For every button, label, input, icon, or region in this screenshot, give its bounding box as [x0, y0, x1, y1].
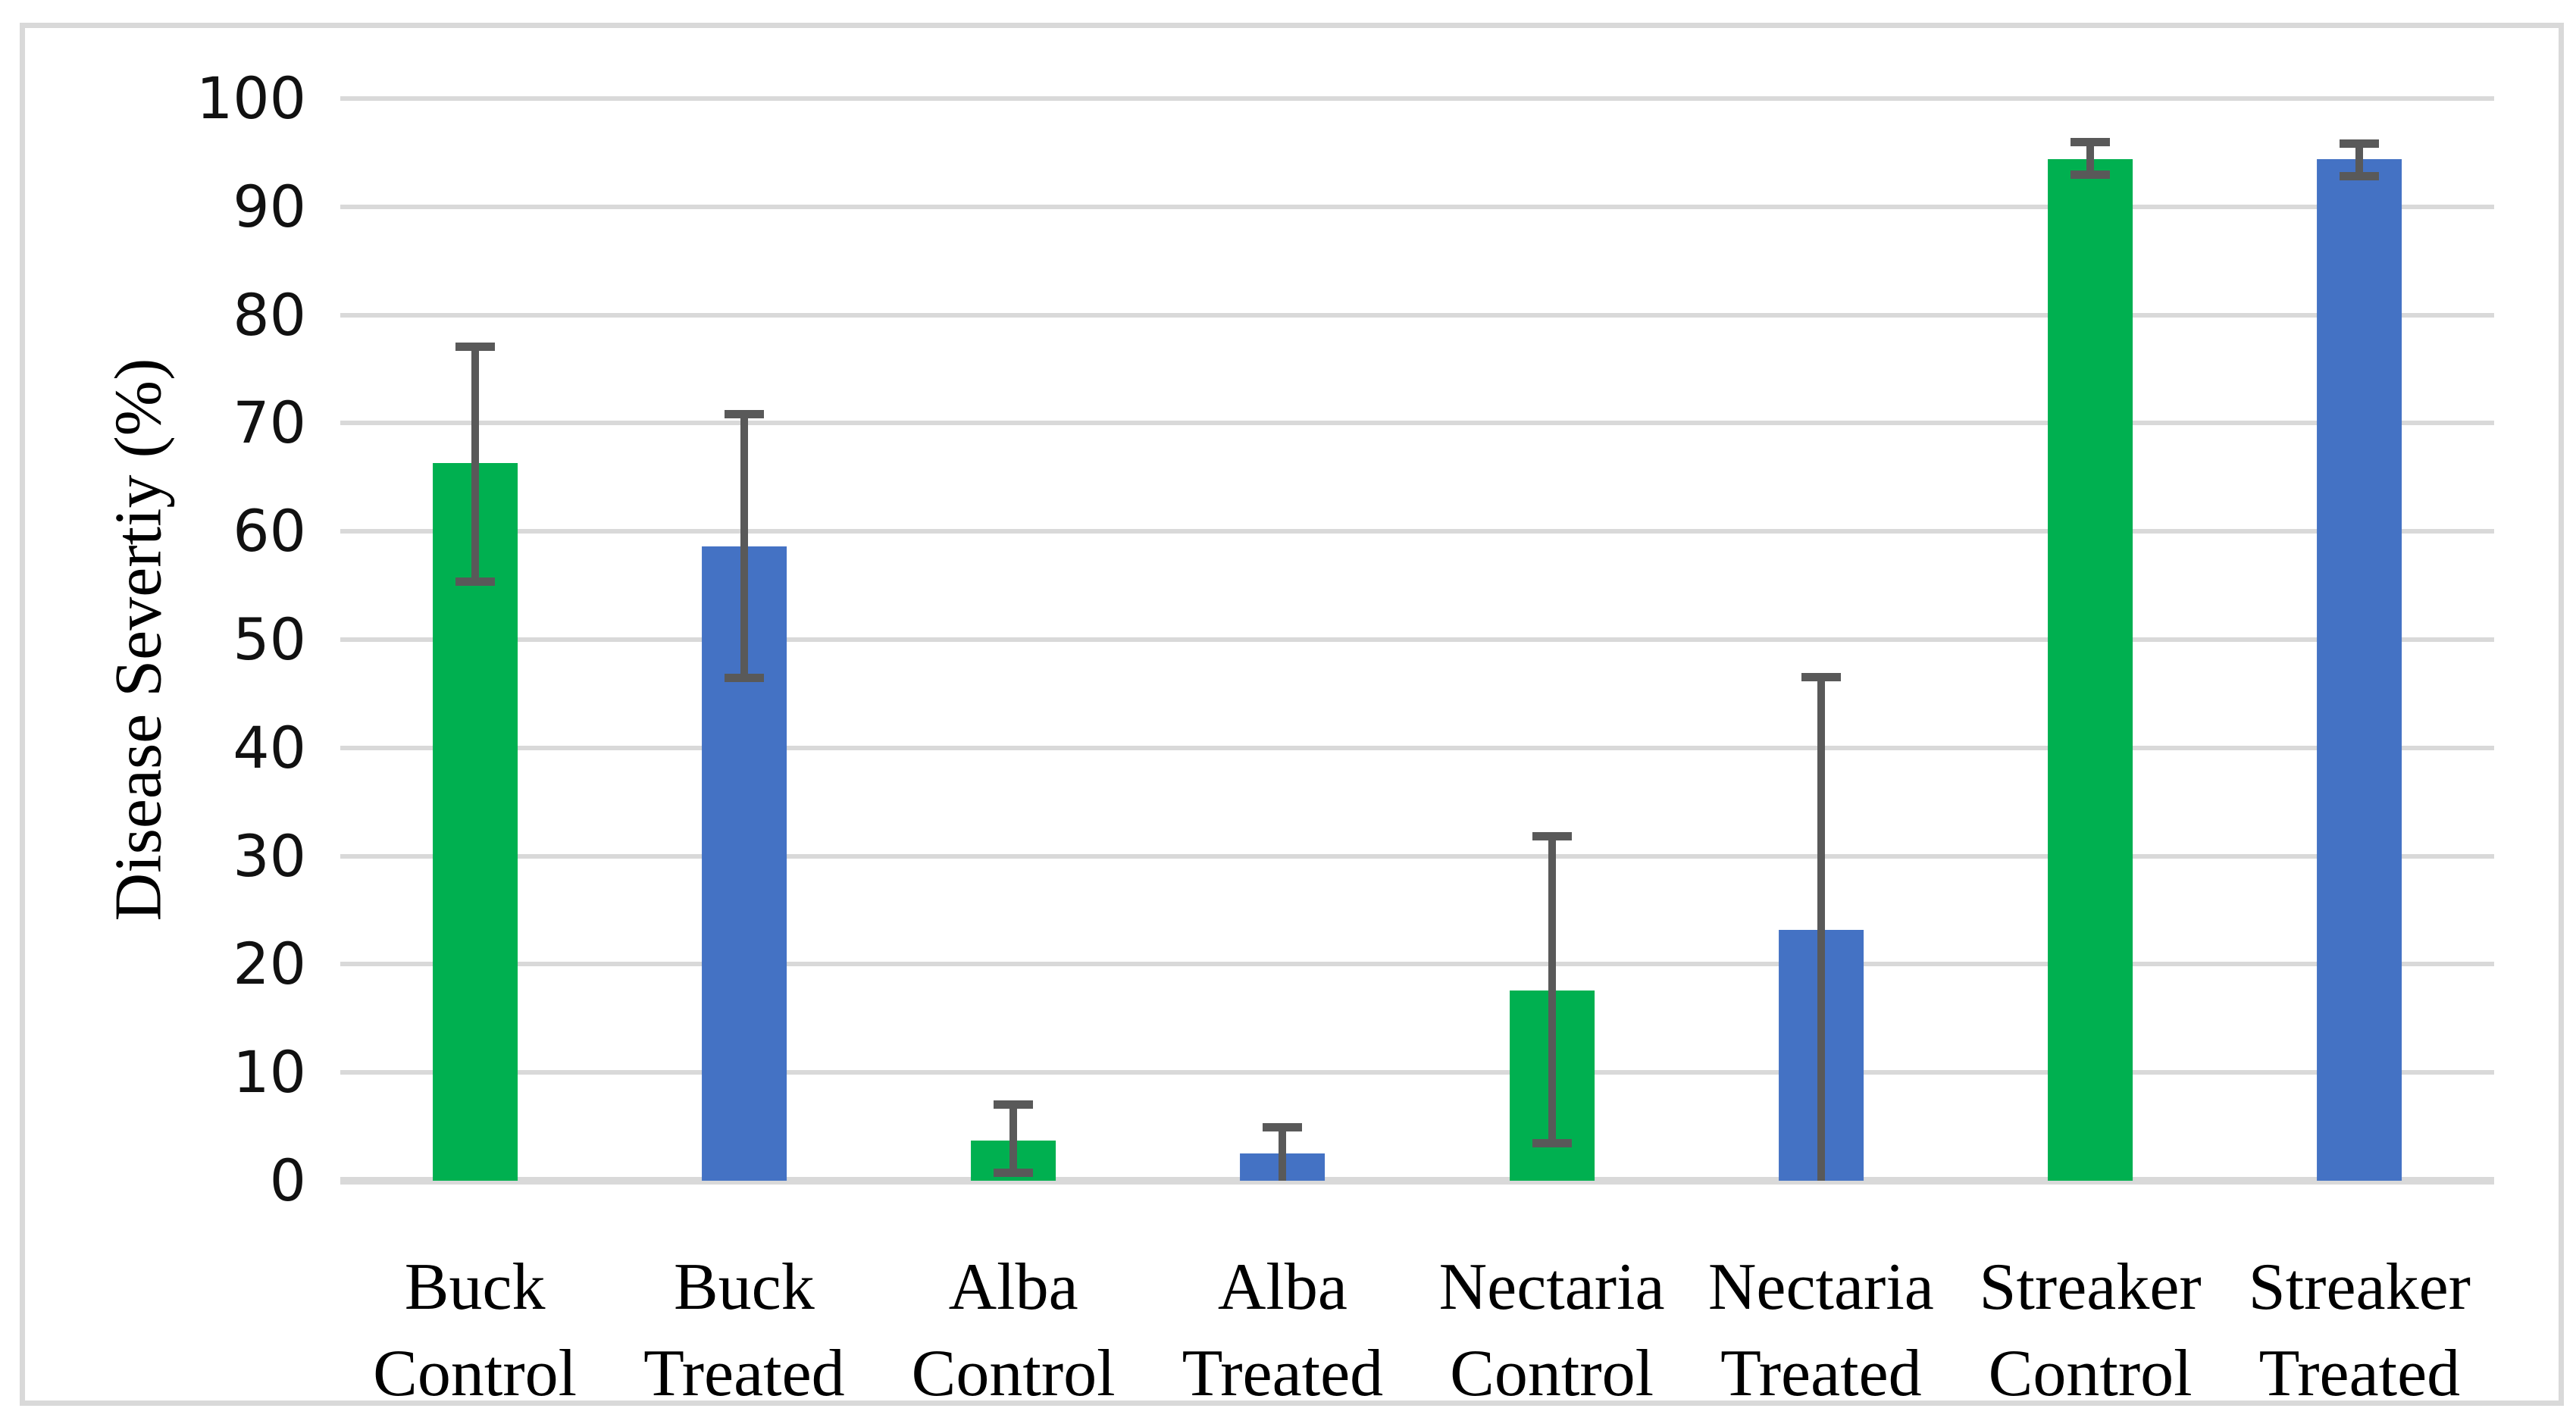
error-bar-nectaria-control: [1548, 833, 1556, 1147]
category-slot-nectaria-control: [1417, 99, 1686, 1181]
x-axis-category-labels: Buck Control Buck Treated Alba Control Alba Tre…: [340, 1244, 2494, 1417]
x-axis-baseline: [340, 1177, 2494, 1185]
y-tick-label-30: 30: [233, 822, 306, 890]
error-cap-bottom-nectaria-control: [1532, 1139, 1572, 1148]
category-slot-buck-control: [340, 99, 609, 1181]
y-tick-label-90: 90: [233, 172, 306, 240]
bars-layer: [340, 99, 2494, 1181]
plot-area: [340, 96, 2494, 1185]
gridline-60: [340, 529, 2494, 534]
x-label-buck-control: Buck Control: [373, 1250, 577, 1410]
error-cap-bottom-alba-control: [994, 1168, 1034, 1177]
y-tick-label-70: 70: [233, 389, 306, 457]
error-bar-streaker-treated: [2355, 140, 2364, 179]
category-slot-streaker-control: [1956, 99, 2225, 1181]
error-cap-bottom-buck-treated: [724, 674, 764, 683]
error-cap-top-streaker-treated: [2340, 139, 2380, 148]
y-tick-label-100: 100: [196, 64, 306, 132]
error-cap-top-buck-control: [455, 343, 495, 352]
x-label-alba-control: Alba Control: [911, 1250, 1116, 1410]
gridline-30: [340, 853, 2494, 859]
error-cap-top-nectaria-control: [1532, 831, 1572, 840]
error-cap-bottom-streaker-control: [2071, 171, 2111, 180]
gridline-70: [340, 421, 2494, 426]
category-slot-streaker-treated: [2225, 99, 2494, 1181]
x-label-nectaria-treated: Nectaria Treated: [1707, 1250, 1934, 1410]
gridline-20: [340, 962, 2494, 967]
error-cap-top-alba-treated: [1263, 1122, 1303, 1131]
x-label-alba-treated: Alba Treated: [1182, 1250, 1384, 1410]
figure-border: [20, 23, 2564, 1406]
y-tick-label-20: 20: [233, 930, 306, 998]
y-tick-label-0: 0: [269, 1147, 306, 1214]
error-cap-bottom-buck-control: [455, 577, 495, 587]
gridline-90: [340, 204, 2494, 209]
gridline-100: [340, 96, 2494, 101]
bar-streaker-treated: [2317, 158, 2402, 1181]
error-cap-bottom-streaker-treated: [2340, 171, 2380, 180]
error-cap-top-streaker-control: [2071, 138, 2111, 147]
category-slot-alba-treated: [1148, 99, 1417, 1181]
error-bar-buck-control: [471, 344, 479, 585]
gridline-10: [340, 1070, 2494, 1075]
category-slot-alba-control: [879, 99, 1148, 1181]
y-tick-label-60: 60: [233, 497, 306, 565]
error-bar-nectaria-treated: [1817, 674, 1825, 1181]
error-cap-top-alba-control: [994, 1100, 1034, 1109]
error-cap-top-nectaria-treated: [1801, 672, 1841, 681]
error-bar-streaker-control: [2086, 139, 2095, 178]
y-tick-label-80: 80: [233, 280, 306, 349]
error-bar-buck-treated: [740, 411, 748, 681]
error-bar-alba-treated: [1279, 1124, 1287, 1181]
category-slot-buck-treated: [609, 99, 878, 1181]
x-label-nectaria-control: Nectaria Control: [1438, 1250, 1665, 1410]
x-label-streaker-control: Streaker Control: [1979, 1250, 2202, 1410]
category-slot-nectaria-treated: [1686, 99, 1955, 1181]
error-bar-alba-control: [1009, 1101, 1018, 1175]
error-cap-top-buck-treated: [724, 409, 764, 418]
gridline-50: [340, 637, 2494, 642]
y-tick-label-40: 40: [233, 713, 306, 781]
bar-streaker-control: [2048, 158, 2133, 1181]
y-tick-label-10: 10: [233, 1038, 306, 1106]
y-tick-label-50: 50: [233, 606, 306, 673]
x-label-streaker-treated: Streaker Treated: [2248, 1250, 2471, 1410]
gridline-40: [340, 745, 2494, 750]
gridline-80: [340, 312, 2494, 318]
x-label-buck-treated: Buck Treated: [643, 1250, 845, 1410]
